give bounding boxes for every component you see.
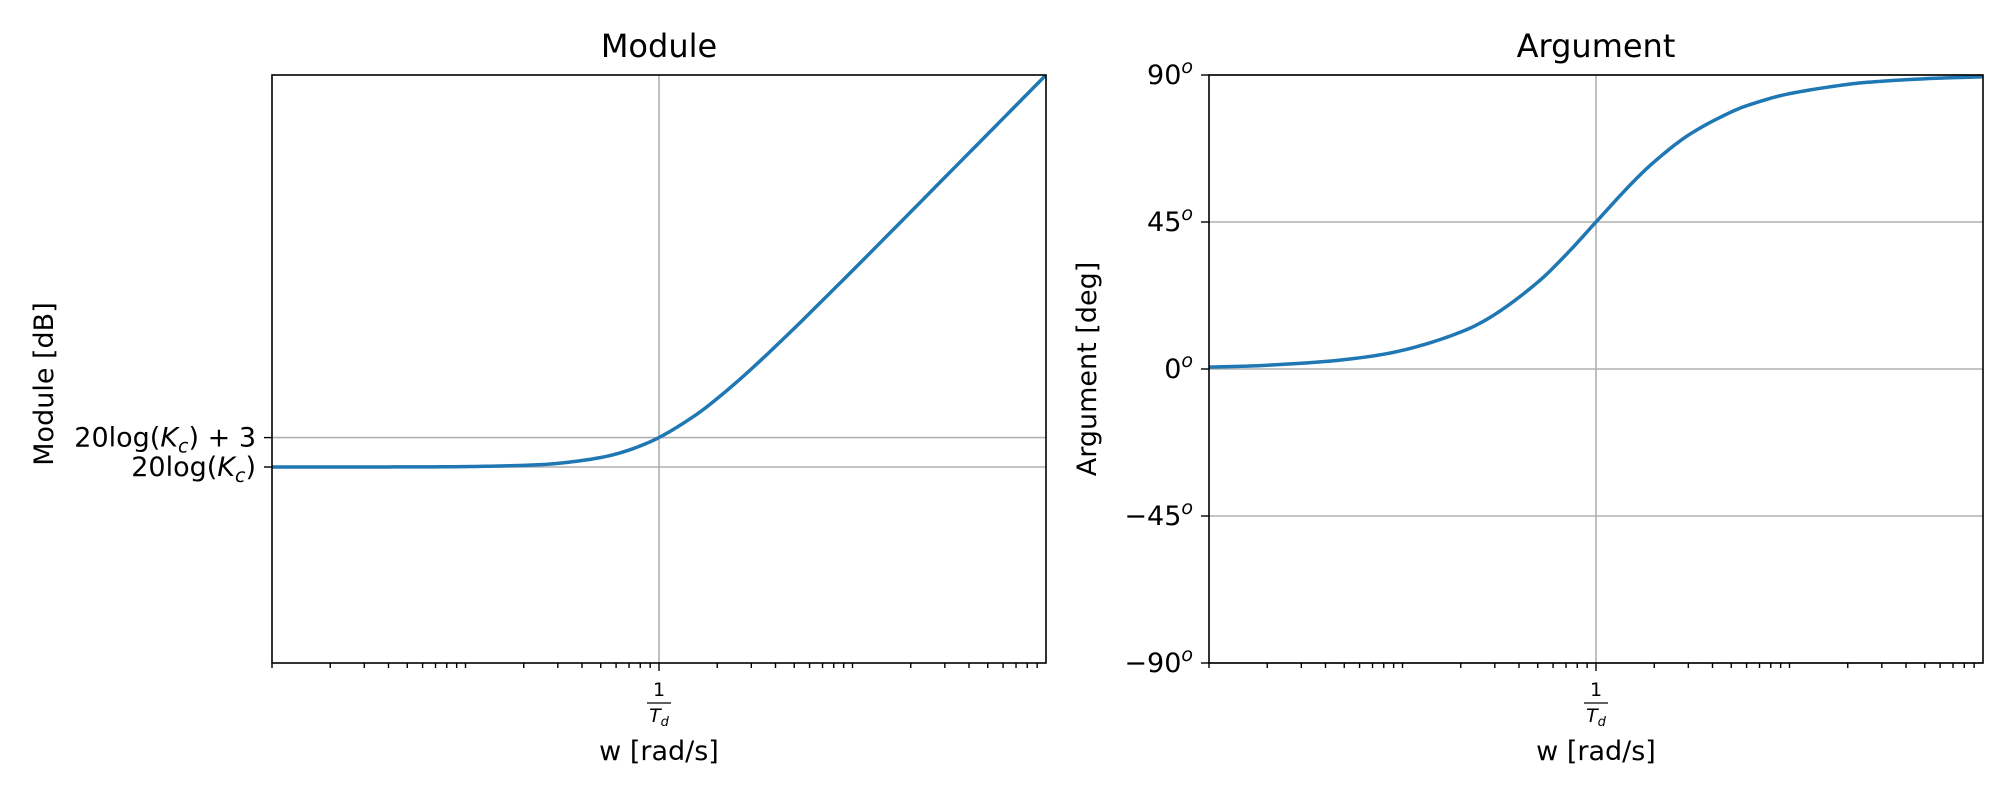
gridlines	[1209, 74, 1983, 664]
x-tick-label: 1 Td	[647, 679, 671, 730]
y-tick-label-degree: o	[1181, 350, 1193, 372]
x-tick-denominator: Td	[1586, 705, 1607, 730]
y-tick-label-sub: c	[235, 465, 246, 487]
y-tick-label-value: 90	[1147, 60, 1181, 91]
y-tick-label: 20log(Kc) + 3	[74, 423, 256, 458]
x-axis-label: w [rad/s]	[1536, 736, 1656, 767]
y-ticks	[1201, 74, 1209, 664]
gridlines	[272, 75, 1046, 663]
x-ticks	[271, 663, 1038, 671]
x-tick-denominator-sub: d	[661, 715, 670, 730]
y-ticks	[264, 436, 272, 468]
y-tick-label-degree: o	[1181, 644, 1193, 666]
y-tick-label: −90o	[1124, 644, 1193, 679]
y-tick-label: 45o	[1147, 203, 1193, 238]
y-tick-label-var: K	[160, 423, 180, 454]
y-tick-label-suffix: ) + 3	[189, 423, 257, 454]
y-tick-label-value: −45	[1124, 501, 1181, 532]
y-tick-label-value: −90	[1124, 648, 1181, 679]
y-tick-label-suffix: )	[245, 452, 256, 483]
chart-title: Argument	[1517, 27, 1676, 65]
y-tick-label: 20log(Kc)	[131, 452, 256, 487]
chart-title: Module	[601, 27, 717, 65]
x-tick-numerator: 1	[1590, 679, 1602, 701]
x-tick-denominator: Td	[649, 705, 670, 730]
x-ticks	[1208, 663, 1975, 671]
y-axis-label: Module [dB]	[29, 302, 60, 466]
y-tick-label-degree: o	[1181, 56, 1193, 78]
y-tick-label: 0o	[1164, 350, 1193, 385]
x-tick-denominator-sub: d	[1598, 715, 1607, 730]
y-tick-label-degree: o	[1181, 497, 1193, 519]
y-tick-label-degree: o	[1181, 203, 1193, 225]
y-tick-label-prefix: 20log(	[131, 452, 217, 483]
data-line-series-0	[272, 75, 1046, 469]
x-tick-denominator-var: T	[1586, 705, 1599, 727]
y-axis-label: Argument [deg]	[1072, 262, 1103, 477]
x-tick-label: 1 Td	[1584, 679, 1608, 730]
x-axis-label: w [rad/s]	[599, 736, 719, 767]
y-tick-label-prefix: 20log(	[74, 423, 160, 454]
y-tick-label: 90o	[1147, 56, 1193, 91]
x-tick-denominator-var: T	[649, 705, 662, 727]
y-tick-label-sub: c	[178, 436, 189, 458]
y-tick-label-value: 45	[1147, 207, 1181, 238]
data-line-series-0	[1209, 75, 1983, 369]
y-tick-label: −45o	[1124, 497, 1193, 532]
y-tick-label-value: 0	[1164, 354, 1181, 385]
x-tick-numerator: 1	[653, 679, 665, 701]
y-tick-label-var: K	[217, 452, 237, 483]
